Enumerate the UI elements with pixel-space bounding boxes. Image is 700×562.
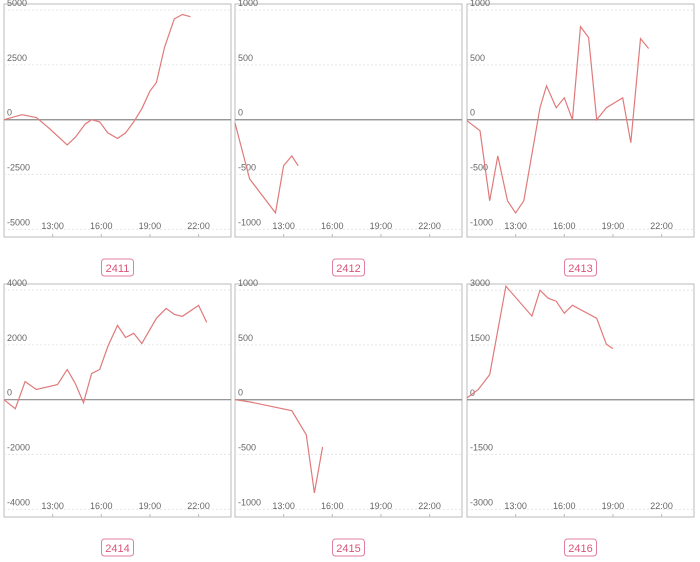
series-line xyxy=(3,304,208,410)
y-tick-label: 0 xyxy=(470,388,475,398)
x-tick-label: 13:00 xyxy=(272,501,295,511)
y-tick-label: -2500 xyxy=(7,163,30,173)
y-tick-label: 0 xyxy=(238,388,243,398)
x-tick-label: 16:00 xyxy=(553,221,576,231)
x-tick-label: 13:00 xyxy=(41,221,64,231)
panel-frame xyxy=(234,283,463,518)
x-tick-label: 13:00 xyxy=(41,501,64,511)
x-tick-label: 16:00 xyxy=(90,501,113,511)
chart-title: 2412 xyxy=(336,263,360,275)
series-line xyxy=(234,122,299,215)
y-tick-label: -500 xyxy=(470,163,488,173)
y-tick-label: 0 xyxy=(7,108,12,118)
badge-box xyxy=(564,258,597,277)
panel: -1000 -500 0 500 1000 13:00 16:00 19:00 22:00 241… xyxy=(234,278,463,557)
panel: -5000 -2500 0 2500 5000 13:00 16:00 19:00 22:00 2… xyxy=(3,0,232,277)
y-tick-label: 1000 xyxy=(470,0,490,8)
y-tick-label: 0 xyxy=(238,108,243,118)
y-tick-label: -1500 xyxy=(470,443,493,453)
badge-box xyxy=(564,538,597,557)
panel-frame xyxy=(466,283,695,518)
panel: -3000 -1500 0 1500 3000 13:00 16:00 19:00 22:00 2… xyxy=(466,278,695,557)
y-tick-label: 4000 xyxy=(7,278,27,288)
panel: -1000 -500 0 500 1000 13:00 16:00 19:00 22:00 241… xyxy=(466,0,695,277)
x-tick-label: 22:00 xyxy=(187,221,210,231)
y-tick-label: -3000 xyxy=(470,497,493,507)
y-tick-label: 1500 xyxy=(470,333,490,343)
x-tick-label: 13:00 xyxy=(272,221,295,231)
x-tick-label: 22:00 xyxy=(650,221,673,231)
series-line xyxy=(466,24,650,214)
x-tick-label: 19:00 xyxy=(370,221,393,231)
badge-box xyxy=(332,258,365,277)
x-tick-label: 19:00 xyxy=(139,501,162,511)
x-tick-label: 16:00 xyxy=(90,221,113,231)
y-tick-label: -1000 xyxy=(238,217,261,227)
y-tick-label: -5000 xyxy=(7,217,30,227)
x-tick-label: 19:00 xyxy=(139,221,162,231)
y-tick-label: -500 xyxy=(238,443,256,453)
x-tick-label: 22:00 xyxy=(418,501,441,511)
x-tick-label: 19:00 xyxy=(602,501,625,511)
y-tick-label: 0 xyxy=(7,388,12,398)
y-tick-label: 3000 xyxy=(470,278,490,288)
x-tick-label: 16:00 xyxy=(321,221,344,231)
x-tick-label: 16:00 xyxy=(321,501,344,511)
y-tick-label: 2000 xyxy=(7,333,27,343)
x-tick-label: 22:00 xyxy=(418,221,441,231)
panel: -4000 -2000 0 2000 4000 13:00 16:00 19:00 22:00 2… xyxy=(3,278,232,557)
y-tick-label: 500 xyxy=(238,333,253,343)
badge-box xyxy=(332,538,365,557)
x-tick-label: 22:00 xyxy=(650,501,673,511)
panel-frame xyxy=(234,3,463,238)
y-tick-label: -1000 xyxy=(238,497,261,507)
x-tick-label: 13:00 xyxy=(504,501,527,511)
chart-title: 2413 xyxy=(568,263,592,275)
chart-title: 2414 xyxy=(105,543,129,555)
y-tick-label: -1000 xyxy=(470,217,493,227)
x-tick-label: 13:00 xyxy=(504,221,527,231)
y-tick-label: 5000 xyxy=(7,0,27,8)
panel-frame xyxy=(3,3,232,238)
y-tick-label: -2000 xyxy=(7,443,30,453)
y-tick-label: 2500 xyxy=(7,53,27,63)
series-line xyxy=(466,284,614,399)
chart-title: 2411 xyxy=(106,263,130,275)
y-tick-label: 1000 xyxy=(238,278,258,288)
y-tick-label: 500 xyxy=(470,53,485,63)
panel-frame xyxy=(466,3,695,238)
series-line xyxy=(234,399,324,494)
y-tick-label: 500 xyxy=(238,53,253,63)
panel-frame xyxy=(3,283,232,518)
badge-box xyxy=(101,258,134,277)
series-line xyxy=(3,13,191,146)
badge-box xyxy=(101,538,134,557)
y-tick-label: 0 xyxy=(470,108,475,118)
x-tick-label: 19:00 xyxy=(370,501,393,511)
y-tick-label: -4000 xyxy=(7,497,30,507)
x-tick-label: 22:00 xyxy=(187,501,210,511)
y-tick-label: 1000 xyxy=(238,0,258,8)
x-tick-label: 16:00 xyxy=(553,501,576,511)
x-tick-label: 19:00 xyxy=(602,221,625,231)
chart-title: 2415 xyxy=(336,543,360,555)
chart-title: 2416 xyxy=(568,543,592,555)
